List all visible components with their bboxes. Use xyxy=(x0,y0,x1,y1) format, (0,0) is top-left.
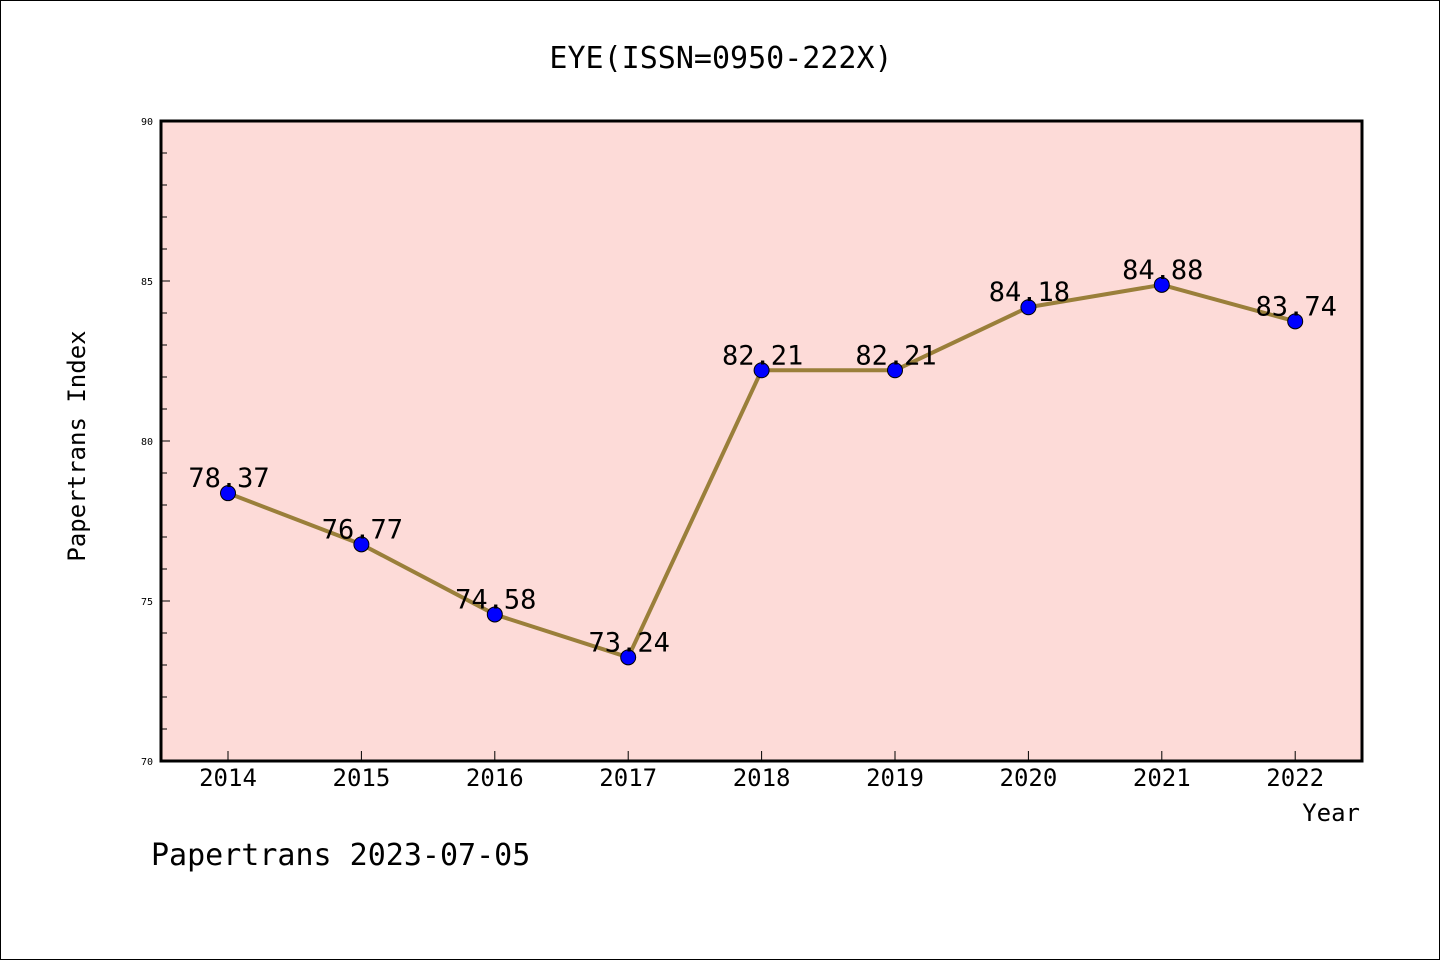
data-point-marker xyxy=(220,485,236,502)
y-tick-label: 80 xyxy=(141,437,153,448)
data-point-marker xyxy=(1287,313,1304,330)
data-label: 84.88 xyxy=(1122,255,1203,286)
data-label: 82.21 xyxy=(855,340,936,371)
data-label: 83.74 xyxy=(1256,291,1337,322)
data-point-marker xyxy=(887,362,903,379)
x-axis-ticks: 2014 2015 2016 2017 2018 2019 2020 2021 2022 xyxy=(199,751,1324,792)
y-axis-ticks: 70 75 80 85 90 xyxy=(141,117,170,768)
data-label: 74.58 xyxy=(455,584,536,615)
data-point-marker xyxy=(353,536,370,553)
y-axis-label: Papertrans Index xyxy=(63,330,91,561)
y-tick-label: 70 xyxy=(141,757,153,768)
data-label: 78.37 xyxy=(188,463,269,494)
series-markers-group xyxy=(220,276,1304,666)
y-tick-label: 90 xyxy=(141,117,153,128)
data-point-marker xyxy=(753,362,770,379)
data-label: 76.77 xyxy=(322,514,403,545)
data-label: 84.18 xyxy=(989,277,1070,308)
x-tick-label: 2017 xyxy=(599,764,657,792)
x-tick-label: 2018 xyxy=(733,764,791,792)
x-axis-label: Year xyxy=(1302,799,1360,827)
x-tick-label: 2015 xyxy=(333,764,391,792)
data-point-marker xyxy=(1153,276,1170,293)
y-tick-label: 75 xyxy=(141,597,153,608)
x-tick-label: 2022 xyxy=(1266,764,1324,792)
data-point-marker xyxy=(620,649,637,666)
y-tick-label: 85 xyxy=(141,277,153,288)
chart-title: EYE(ISSN=0950-222X) xyxy=(549,41,892,76)
data-point-marker xyxy=(1020,299,1037,316)
data-label: 73.24 xyxy=(589,627,670,658)
x-tick-label: 2016 xyxy=(466,764,524,792)
x-tick-label: 2019 xyxy=(866,764,924,792)
x-tick-label: 2014 xyxy=(199,764,257,792)
data-point-marker xyxy=(486,606,503,623)
plot-area xyxy=(159,119,1364,763)
x-tick-label: 2021 xyxy=(1133,764,1191,792)
data-labels-group: 78.37 76.77 74.58 73.24 82.21 82.21 84.18 84.88… xyxy=(188,255,1336,658)
data-label: 82.21 xyxy=(722,340,803,371)
x-tick-label: 2020 xyxy=(1000,764,1058,792)
footer-date-text: Papertrans 2023-07-05 xyxy=(151,838,530,873)
